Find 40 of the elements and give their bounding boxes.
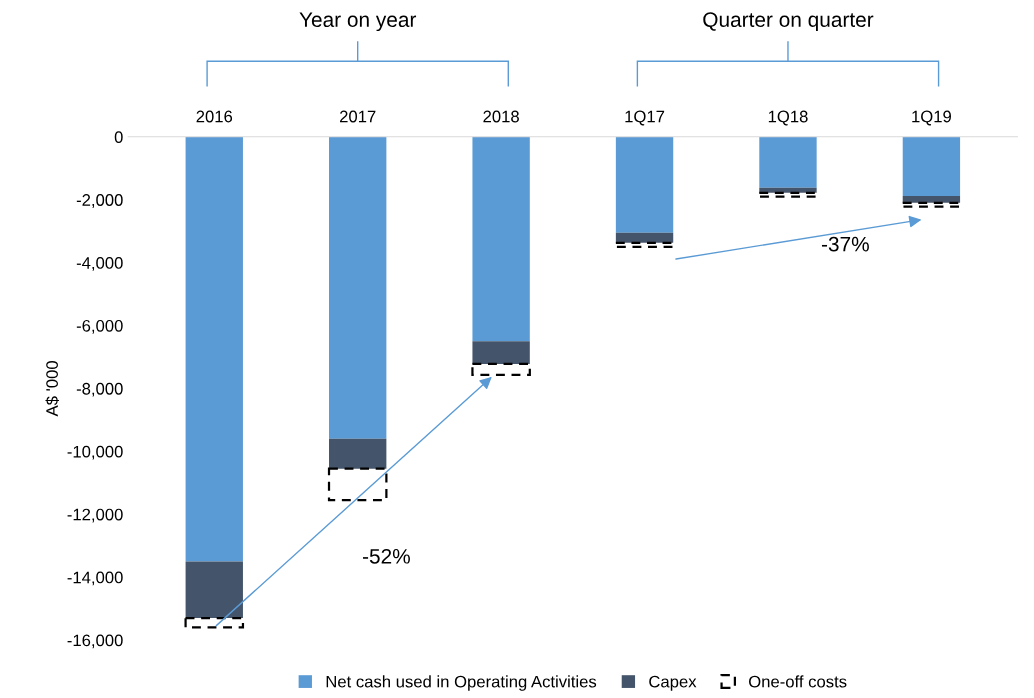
bar <box>471 362 531 377</box>
bar <box>615 232 674 243</box>
y-tick-label: -12,000 <box>67 508 123 523</box>
text: Year on year <box>299 12 417 32</box>
y-axis-title: A$ '000 <box>45 361 59 417</box>
y-tick-label: -2,000 <box>76 194 123 208</box>
bar <box>615 136 674 233</box>
legend-label: Net cash used in Operating Activities <box>326 675 597 691</box>
x-tick-label: 2016 <box>196 110 233 123</box>
bar <box>614 241 675 249</box>
bar <box>902 136 961 196</box>
bar <box>901 201 962 208</box>
bar <box>185 136 243 562</box>
x-tick-label: 1Q19 <box>912 110 951 126</box>
text: Quarter on quarter <box>703 12 874 32</box>
legend-label: Capex <box>649 675 697 691</box>
annotation: -37% <box>821 236 869 252</box>
bar <box>185 561 243 619</box>
bar <box>759 136 817 188</box>
y-tick-label: -6,000 <box>76 319 123 334</box>
x-tick-label: 1Q18 <box>768 110 808 126</box>
x-tick-label: 2017 <box>340 110 376 123</box>
legend-label: One-off costs <box>749 675 847 688</box>
bar <box>902 195 961 203</box>
y-tick-label: 0 <box>114 131 123 144</box>
y-tick-label: -16,000 <box>67 634 123 649</box>
y-tick-label: -14,000 <box>67 571 123 586</box>
bar <box>472 341 530 364</box>
bar <box>329 136 387 439</box>
y-tick-label: -10,000 <box>67 445 123 460</box>
bar <box>184 616 245 629</box>
annotation: -52% <box>362 548 410 564</box>
bar <box>758 191 818 198</box>
bar <box>327 467 388 502</box>
y-tick-label: -8,000 <box>76 382 123 397</box>
y-tick-label: -4,000 <box>76 257 123 271</box>
bar <box>329 438 387 469</box>
x-tick-label: 1Q17 <box>625 110 665 126</box>
x-tick-label: 2018 <box>483 110 519 123</box>
bar <box>472 136 530 342</box>
